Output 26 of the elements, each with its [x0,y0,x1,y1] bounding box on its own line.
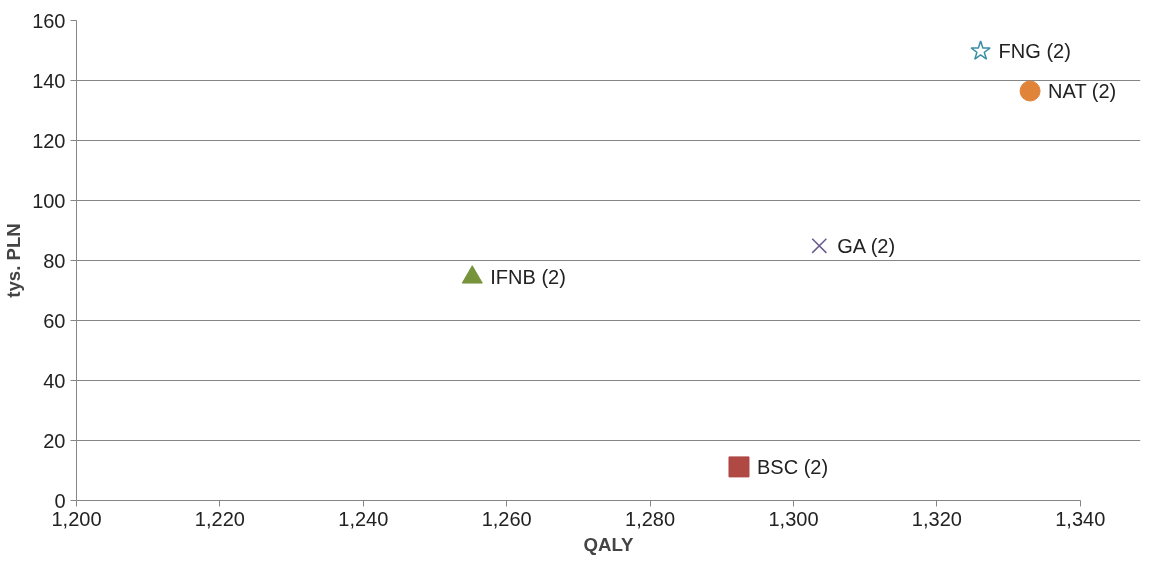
y-tick-label: 40 [43,369,66,392]
series-label: BSC (2) [756,455,829,478]
x-tick-label: 1,280 [625,507,676,530]
point [1019,80,1041,102]
x-axis-title: QALY [583,533,635,555]
y-tick-label: 60 [43,309,66,332]
x-tick-label: 1,240 [338,507,389,530]
x-tick-label: 1,340 [1055,507,1106,530]
y-tick-label: 100 [32,189,66,212]
point [970,40,991,60]
y-tick-label: 140 [32,69,66,92]
x-tick-label: 1,320 [911,507,962,530]
y-tick-label: 120 [32,129,66,152]
x-tick-label: 1,260 [481,507,532,530]
y-tick-label: 160 [32,9,66,32]
series-label: IFNB (2) [490,266,566,289]
point [728,456,750,478]
series-label: NAT (2) [1048,80,1117,102]
point [811,237,828,254]
y-axis-title: tys. PLN [3,223,25,298]
series-label: FNG (2) [998,40,1071,63]
y-tick-label: 20 [43,429,66,452]
series-label: GA (2) [837,234,896,257]
x-tick-label: 1,300 [768,507,819,530]
y-tick-label: 80 [43,249,66,272]
x-tick-label: 1,220 [194,507,245,530]
